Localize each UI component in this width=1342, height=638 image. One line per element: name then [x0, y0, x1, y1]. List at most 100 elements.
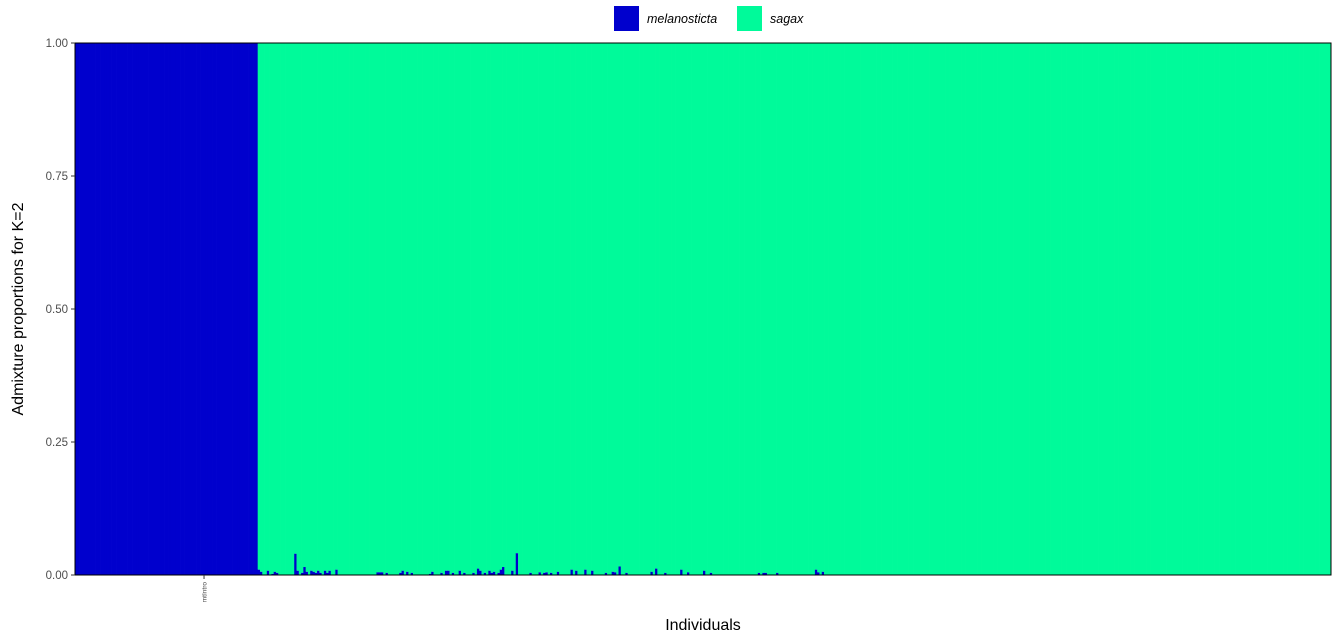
bar-melanosticta	[680, 569, 683, 575]
bar-sagax	[1020, 43, 1024, 575]
bar-sagax	[1200, 43, 1204, 575]
bar-sagax	[476, 43, 480, 569]
bar-sagax	[1024, 43, 1028, 575]
bar-sagax	[287, 43, 291, 575]
bar-melanosticta	[762, 572, 766, 575]
bar-sagax	[689, 43, 692, 575]
bar-sagax	[1162, 43, 1165, 575]
bar-sagax	[682, 43, 686, 575]
bar-sagax	[890, 43, 893, 575]
bar-melanosticta	[709, 572, 713, 575]
bar-melanosticta	[127, 43, 131, 575]
bar-sagax	[988, 43, 992, 575]
bar-melanosticta	[625, 572, 628, 575]
bar-sagax	[1221, 43, 1225, 575]
bar-melanosticta	[152, 43, 156, 575]
bar-sagax	[1130, 43, 1133, 575]
bar-melanosticta	[259, 571, 263, 575]
bar-sagax	[1273, 43, 1277, 575]
bar-melanosticta	[776, 572, 779, 575]
bar-melanosticta	[451, 572, 455, 575]
bar-sagax	[1104, 43, 1108, 575]
bar-sagax	[358, 43, 361, 575]
bar-sagax	[942, 43, 946, 575]
bar-sagax	[659, 43, 663, 575]
bar-sagax	[1205, 43, 1209, 575]
bar-sagax	[1315, 43, 1318, 575]
bar-sagax	[349, 43, 352, 575]
bar-sagax	[762, 43, 766, 573]
bar-melanosticta	[549, 572, 553, 575]
bar-sagax	[506, 43, 510, 575]
bar-sagax	[1303, 43, 1307, 575]
bar-melanosticta	[399, 572, 402, 575]
bar-sagax	[1216, 43, 1220, 575]
bar-melanosticta	[196, 43, 199, 575]
bar-sagax	[326, 43, 329, 573]
bar-sagax	[1093, 43, 1097, 575]
bar-melanosticta	[447, 570, 450, 575]
bar-sagax	[1136, 43, 1140, 575]
bar-sagax	[593, 43, 597, 575]
bar-sagax	[860, 43, 864, 575]
bar-sagax	[314, 43, 318, 573]
bar-sagax	[730, 43, 734, 575]
bar-sagax	[947, 43, 950, 575]
bar-melanosticta	[168, 43, 172, 575]
bar-sagax	[1091, 43, 1094, 575]
bar-sagax	[746, 43, 750, 575]
bar-sagax	[639, 43, 642, 575]
bar-sagax	[1267, 43, 1270, 575]
bar-sagax	[1317, 43, 1320, 575]
bar-sagax	[1253, 43, 1256, 575]
bar-sagax	[442, 43, 446, 575]
bar-melanosticta	[440, 572, 444, 575]
bar-sagax	[718, 43, 722, 575]
bar-sagax	[1269, 43, 1272, 575]
bar-melanosticta	[764, 572, 768, 575]
bar-melanosticta	[234, 43, 238, 575]
bar-sagax	[684, 43, 688, 575]
bar-sagax	[280, 43, 284, 575]
bar-sagax	[399, 43, 402, 573]
bar-melanosticta	[159, 43, 163, 575]
bar-sagax	[792, 43, 795, 575]
bar-sagax	[383, 43, 386, 575]
bar-sagax	[1056, 43, 1060, 575]
bar-melanosticta	[476, 568, 480, 575]
bar-sagax	[894, 43, 898, 575]
bar-sagax	[1095, 43, 1099, 575]
bar-melanosticta	[148, 43, 151, 575]
bar-sagax	[1232, 43, 1236, 575]
bar-sagax	[394, 43, 398, 575]
bar-melanosticta	[173, 43, 176, 575]
bar-sagax	[1305, 43, 1309, 575]
bar-melanosticta	[296, 570, 300, 575]
bar-sagax	[1072, 43, 1076, 575]
bar-sagax	[392, 43, 396, 575]
bar-melanosticta	[335, 569, 338, 575]
bar-melanosticta	[212, 43, 215, 575]
bar-sagax	[903, 43, 907, 575]
bar-sagax	[321, 43, 325, 575]
bar-sagax	[1143, 43, 1147, 575]
bar-sagax	[771, 43, 775, 575]
bar-melanosticta	[312, 571, 316, 575]
bar-sagax	[577, 43, 581, 575]
bar-sagax	[1134, 43, 1138, 575]
bar-sagax	[374, 43, 377, 575]
bar-sagax	[1157, 43, 1161, 575]
bar-sagax	[424, 43, 428, 575]
x-axis-title: Individuals	[665, 617, 741, 633]
bar-sagax	[597, 43, 601, 575]
bar-sagax	[449, 43, 453, 575]
bar-melanosticta	[294, 553, 297, 575]
bar-sagax	[703, 43, 706, 571]
bar-melanosticta	[275, 572, 279, 575]
bar-sagax	[922, 43, 925, 575]
bar-melanosticta	[257, 569, 261, 575]
bar-sagax	[538, 43, 542, 573]
bar-sagax	[819, 43, 823, 575]
bar-sagax	[657, 43, 660, 575]
